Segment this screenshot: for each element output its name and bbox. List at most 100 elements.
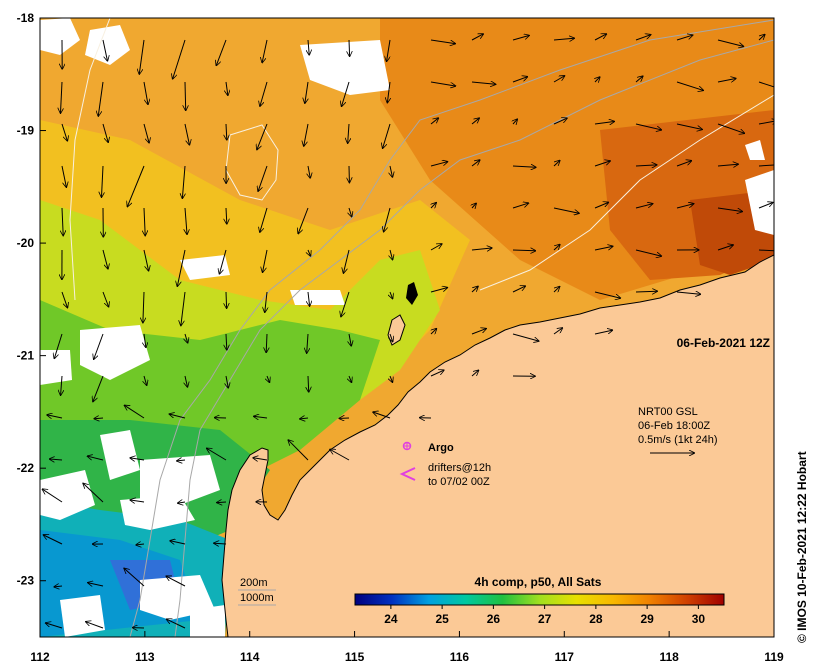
current-vector [144,207,145,235]
current-vector [177,249,186,286]
current-vector [44,535,63,545]
current-vector [214,543,227,544]
current-vector [341,291,350,316]
current-vector [553,38,574,40]
bathymetry-contours [129,19,774,637]
current-vector [758,164,774,167]
current-vector [758,203,773,209]
current-vector [553,118,567,125]
current-legend-line2: 06-Feb 18:00Z [638,420,710,432]
current-vector [717,245,733,251]
current-vector [472,204,476,209]
current-vector [430,244,442,251]
current-vector [136,544,145,545]
current-vector [124,569,145,587]
current-vector [471,118,479,125]
current-vector [143,291,144,322]
current-vector [373,412,391,419]
colorbar-tick-label: 24 [384,612,398,626]
current-vector [390,291,393,298]
current-vector [635,249,661,256]
current-vector [430,288,447,293]
current-vectors [43,34,774,629]
current-vector [594,34,606,41]
lon-tick-label: 117 [555,650,575,664]
current-vector [344,249,350,273]
current-vector [430,81,455,86]
lat-tick-label: -23 [17,574,35,588]
current-vector [390,249,393,259]
current-vector [139,39,145,74]
current-vector [387,81,390,102]
current-vector [553,245,560,251]
current-vector [262,39,268,62]
colorbar-tick-label: 29 [640,612,654,626]
current-vector [307,333,308,353]
current-vector [553,161,560,167]
current-vector [471,248,492,250]
current-vector [93,375,104,401]
current-vector [128,165,145,206]
lat-tick-label: -21 [17,349,35,363]
current-vector [288,440,309,461]
current-vector [102,39,107,61]
current-vector [635,76,643,83]
current-vector [88,456,104,461]
date-stamp: 06-Feb-2021 12Z [677,336,770,350]
current-vector [181,291,186,325]
current-vector [226,333,227,350]
current-vector [125,406,145,419]
colorbar-tick-label: 30 [692,612,706,626]
argo-marker-icon [402,441,412,451]
depth-legend-200m: 200m [240,577,268,589]
current-vector [61,291,67,307]
current-vector [167,619,186,629]
current-vector [267,375,269,382]
current-vector [512,250,535,251]
current-vector [94,333,104,359]
colorbar-tick-label: 26 [487,612,501,626]
current-vector [635,165,657,166]
current-vector [50,459,63,460]
current-vector [220,249,227,274]
current-vector [144,375,147,385]
lon-tick-label: 112 [30,650,50,664]
current-vector [226,81,228,95]
colorbar-tick-label: 25 [435,612,449,626]
current-vector [170,414,186,419]
current-vector [512,166,536,167]
current-vector [166,576,186,587]
current-vector [390,375,392,382]
current-vector [471,329,486,335]
current-vector [594,161,610,167]
current-vector [512,36,529,41]
current-vector [676,123,702,129]
current-vector [185,375,187,387]
current-vector [471,287,478,293]
current-vector [300,418,309,419]
current-vector [349,333,351,346]
current-vector [178,502,186,503]
current-vector [512,77,527,83]
current-vector [553,207,579,213]
current-vector [383,123,391,148]
drifters-label-line2: to 07/02 00Z [428,476,490,488]
current-vector [61,81,63,113]
current-vector [184,123,189,145]
colorbar-tick-label: 27 [538,612,552,626]
credit-text: © IMOS 10-Feb-2021 12:22 Hobart [795,451,809,643]
current-vector [83,484,104,503]
current-vector [553,76,564,83]
current-vector [594,203,608,209]
current-vector [512,333,539,341]
lon-tick-label: 115 [345,650,365,664]
current-vector [266,333,267,352]
current-vector [594,291,620,298]
current-vector [717,123,744,133]
current-vector [553,287,559,292]
argo-label: Argo [428,442,454,454]
lon-tick-label: 119 [764,650,784,664]
current-vector [102,123,108,142]
current-vector [349,375,351,382]
current-vector [257,123,268,149]
